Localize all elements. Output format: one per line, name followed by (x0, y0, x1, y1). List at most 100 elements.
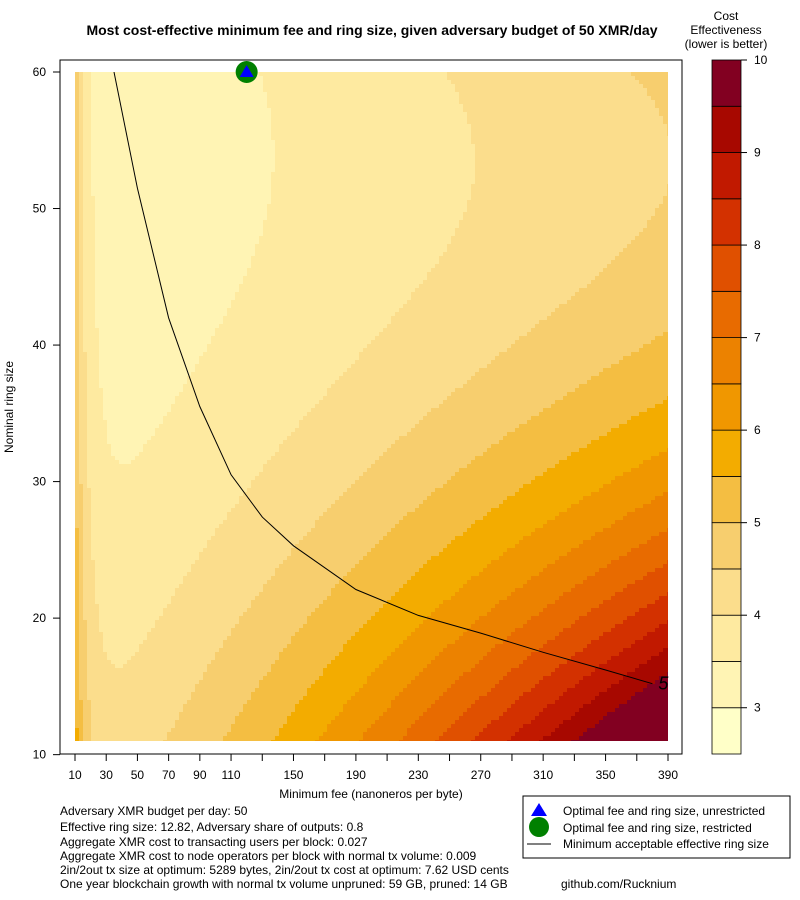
heatmap-cell (135, 700, 140, 705)
heatmap-cell (131, 244, 136, 249)
heatmap-cell (127, 100, 132, 105)
heatmap-cell (91, 508, 96, 513)
heatmap-cell (87, 676, 92, 681)
heatmap-cell (87, 468, 92, 473)
heatmap-cell (83, 572, 88, 577)
heatmap-cell (175, 592, 180, 597)
heatmap-cell (99, 360, 104, 365)
heatmap-cell (175, 268, 180, 273)
heatmap-cell (123, 716, 128, 721)
heatmap-cell (79, 452, 84, 457)
heatmap-cell (87, 564, 92, 569)
heatmap-cell (175, 176, 180, 181)
heatmap-cell (79, 232, 84, 237)
heatmap-cell (175, 116, 180, 121)
heatmap-cell (143, 672, 148, 677)
heatmap-cell (83, 680, 88, 685)
heatmap-cell (107, 608, 112, 613)
heatmap-cell (179, 228, 184, 233)
heatmap-cell (83, 564, 88, 569)
heatmap-cell (79, 204, 84, 209)
heatmap-cell (155, 528, 160, 533)
heatmap-cell (119, 728, 124, 733)
heatmap-cell (99, 116, 104, 121)
heatmap-cell (151, 300, 156, 305)
heatmap-cell (103, 376, 108, 381)
heatmap-cell (155, 332, 160, 337)
heatmap-cell (115, 624, 120, 629)
heatmap-cell (143, 312, 148, 317)
heatmap-cell (139, 492, 144, 497)
heatmap-cell (87, 488, 92, 493)
heatmap-cell (179, 236, 184, 241)
heatmap-cell (123, 336, 128, 341)
heatmap-cell (179, 604, 184, 609)
heatmap-cell (135, 400, 140, 405)
heatmap-cell (155, 656, 160, 661)
heatmap-cell (83, 728, 88, 733)
heatmap-cell (79, 184, 84, 189)
heatmap-cell (75, 532, 80, 537)
heatmap-cell (159, 88, 164, 93)
heatmap-cell (131, 436, 136, 441)
heatmap-cell (147, 460, 152, 465)
heatmap-cell (175, 76, 180, 81)
heatmap-cell (79, 244, 84, 249)
heatmap-cell (151, 176, 156, 181)
heatmap-cell (115, 556, 120, 561)
heatmap-cell (79, 472, 84, 477)
heatmap-cell (139, 696, 144, 701)
heatmap-cell (151, 80, 156, 85)
heatmap-cell (79, 172, 84, 177)
heatmap-cell (115, 680, 120, 685)
heatmap-cell (147, 700, 152, 705)
heatmap-cell (127, 532, 132, 537)
heatmap-cell (107, 180, 112, 185)
heatmap-cell (163, 324, 168, 329)
heatmap-cell (147, 200, 152, 205)
heatmap-cell (147, 648, 152, 653)
heatmap-cell (99, 312, 104, 317)
heatmap-cell (159, 376, 164, 381)
heatmap-cell (79, 540, 84, 545)
heatmap-cell (107, 596, 112, 601)
heatmap-cell (123, 616, 128, 621)
heatmap-cell (99, 516, 104, 521)
heatmap-cell (79, 424, 84, 429)
heatmap-cell (131, 624, 136, 629)
heatmap-cell (131, 600, 136, 605)
heatmap-cell (139, 308, 144, 313)
heatmap-cell (103, 384, 108, 389)
heatmap-cell (143, 268, 148, 273)
heatmap-cell (91, 208, 96, 213)
heatmap-cell (119, 328, 124, 333)
heatmap-cell (91, 540, 96, 545)
heatmap-cell (163, 328, 168, 333)
heatmap-cell (143, 140, 148, 145)
heatmap-cell (175, 436, 180, 441)
heatmap-cell (179, 600, 184, 605)
heatmap-cell (79, 668, 84, 673)
heatmap-cell (107, 548, 112, 553)
heatmap-cell (119, 412, 124, 417)
heatmap-cell (159, 604, 164, 609)
heatmap-cell (175, 564, 180, 569)
heatmap-cell (123, 492, 128, 497)
heatmap-cell (123, 476, 128, 481)
heatmap-cell (175, 664, 180, 669)
heatmap-cell (103, 260, 108, 265)
heatmap-cell (119, 540, 124, 545)
heatmap-cell (151, 632, 156, 637)
heatmap-cell (135, 84, 140, 89)
heatmap-cell (179, 280, 184, 285)
heatmap-cell (183, 124, 188, 129)
heatmap-cell (175, 516, 180, 521)
heatmap-cell (139, 576, 144, 581)
heatmap-cell (115, 544, 120, 549)
heatmap-cell (95, 696, 100, 701)
heatmap-cell (75, 228, 80, 233)
heatmap-cell (127, 412, 132, 417)
heatmap-cell (99, 612, 104, 617)
heatmap-cell (99, 428, 104, 433)
heatmap-cell (163, 192, 168, 197)
